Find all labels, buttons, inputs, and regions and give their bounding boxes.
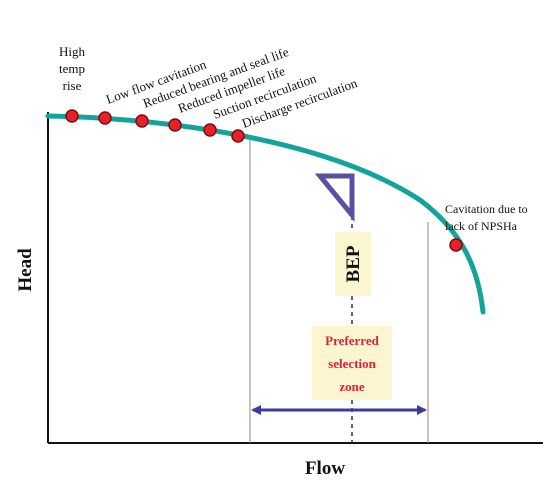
- marker-low-flow-cavitation: [98, 111, 112, 125]
- y-axis-title: Head: [15, 248, 36, 292]
- marker-suction-recirculation: [203, 123, 217, 137]
- preferred-zone-line-2: selection: [328, 356, 376, 371]
- label-cavitation-npsha-line-2: lack of NPSHa: [445, 219, 518, 233]
- label-high-temp-rise-line-2: temp: [59, 61, 85, 76]
- preferred-zone-line-3: zone: [339, 379, 365, 394]
- preferred-zone-box: [312, 326, 392, 400]
- preferred-zone-line-1: Preferred: [325, 333, 379, 348]
- marker-cavitation-npsha: [449, 238, 463, 252]
- x-axis-title: Flow: [305, 458, 345, 479]
- marker-reduced-bearing-seal-life: [135, 114, 149, 128]
- marker-discharge-recirculation: [231, 129, 245, 143]
- label-high-temp-rise-line-3: rise: [63, 78, 82, 93]
- label-high-temp-rise-line-1: High: [59, 44, 86, 59]
- bep-label: BEP: [343, 245, 364, 282]
- bep-label-box: [335, 232, 371, 296]
- label-cavitation-npsha-line-1: Cavitation due to: [445, 202, 528, 216]
- marker-high-temp-rise: [65, 109, 79, 123]
- bep-triangle-icon: [314, 173, 355, 222]
- pump-curve: [45, 113, 486, 315]
- marker-reduced-impeller-life: [168, 118, 182, 132]
